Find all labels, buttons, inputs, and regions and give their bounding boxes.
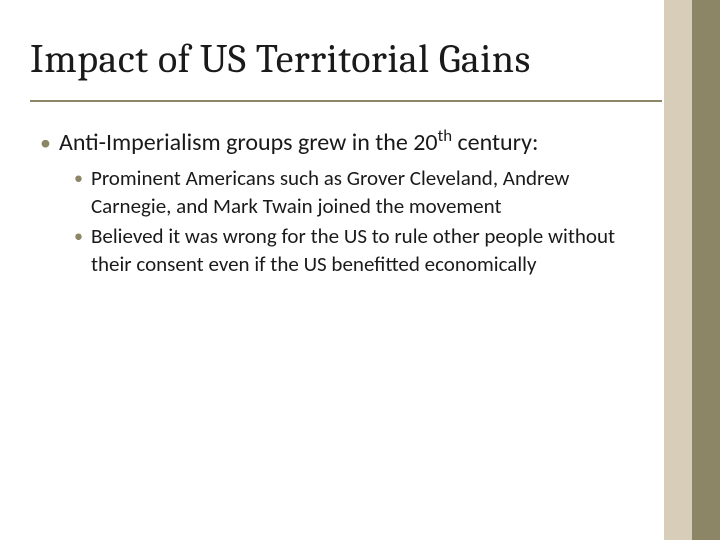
bullet-level2: • Believed it was wrong for the US to ru… xyxy=(74,222,650,278)
text-pre: Anti-Imperialism groups grew in the 20 xyxy=(59,128,438,157)
text-sup: th xyxy=(438,125,452,146)
bullet-level2: • Prominent Americans such as Grover Cle… xyxy=(74,164,650,220)
text-post: century: xyxy=(452,128,538,157)
bullet-dot-icon: • xyxy=(40,128,51,158)
bullet-level1-text: Anti-Imperialism groups grew in the 20th… xyxy=(59,128,538,158)
stripe-beige xyxy=(664,0,692,540)
title-underline xyxy=(30,100,662,102)
bullet-dot-icon: • xyxy=(74,164,83,220)
stripe-olive xyxy=(692,0,720,540)
slide-title: Impact of US Territorial Gains xyxy=(30,36,531,82)
bullet-level2-text: Prominent Americans such as Grover Cleve… xyxy=(91,164,650,220)
bullet-level1: • Anti-Imperialism groups grew in the 20… xyxy=(40,128,650,158)
slide-body: • Anti-Imperialism groups grew in the 20… xyxy=(40,128,650,280)
bullet-level2-text: Believed it was wrong for the US to rule… xyxy=(91,222,650,278)
bullet-dot-icon: • xyxy=(74,222,83,278)
